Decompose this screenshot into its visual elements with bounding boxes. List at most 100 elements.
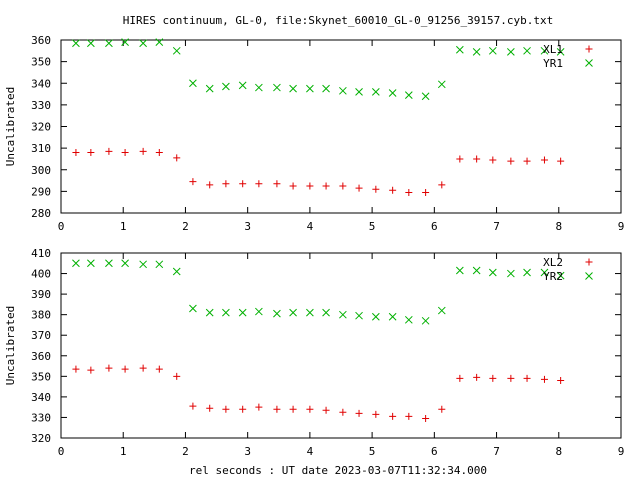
panel-1-yr1-point xyxy=(556,48,565,56)
panel-1-legend-marker-glyph xyxy=(585,45,593,53)
panel-2-yr2-point xyxy=(121,259,129,268)
panel-1-yr1-point xyxy=(507,48,515,56)
panel-2-y-tick-label: 380 xyxy=(31,309,51,322)
panel-1-yr1-point xyxy=(472,48,481,56)
panel-2-yr2-point xyxy=(155,260,164,269)
panel-2-y-tick-label: 410 xyxy=(31,247,51,260)
panel-1-xl1-point-glyph xyxy=(255,180,263,188)
panel-2-xl2-point-glyph xyxy=(322,406,330,414)
panel-1-xl1-point-glyph xyxy=(405,188,413,196)
panel-1-xl1-point-glyph xyxy=(557,157,565,165)
panel-1-y-tick-label: 310 xyxy=(31,142,51,155)
panel-2-xl2-point xyxy=(189,402,197,410)
panel-1-legend-marker-glyph xyxy=(585,59,593,67)
panel-2-yr2-point-glyph xyxy=(205,308,214,317)
panel-2-x-tick-label: 0 xyxy=(58,445,65,458)
panel-1-xl1-point xyxy=(507,157,515,165)
panel-2-y-axis-label: Uncalibrated xyxy=(4,306,17,385)
panel-2-xl2-point-glyph xyxy=(222,405,230,413)
panel-2-yr2-point-glyph xyxy=(355,311,363,320)
panel-2-x-tick-label: 8 xyxy=(555,445,562,458)
panel-2-yr2-point xyxy=(540,268,549,277)
panel-1-yr1-point-glyph xyxy=(507,48,515,56)
panel-2-yr2-point xyxy=(339,310,347,319)
panel-1-xl1-point-glyph xyxy=(189,178,197,186)
panel-2-yr2-point xyxy=(172,267,181,276)
panel-1-yr1-point xyxy=(205,84,214,93)
panel-2-y-tick-label: 340 xyxy=(31,391,51,404)
panel-1-xl1-point-glyph xyxy=(322,182,330,190)
panel-1-yr1-point-glyph xyxy=(189,79,197,88)
panel-2-xl2-point xyxy=(355,409,363,417)
chart-title: HIRES continuum, GL-0, file:Skynet_60010… xyxy=(123,14,553,27)
panel-1-yr1-point-glyph xyxy=(172,46,181,55)
panel-2-yr2-point xyxy=(273,309,281,318)
panel-2-xl2-point-glyph xyxy=(306,405,314,413)
panel-1-xl1-point xyxy=(206,181,214,189)
panel-2-yr2-point xyxy=(189,304,197,313)
panel-1-xl1-point xyxy=(139,147,147,155)
panel-2-xl2-point-glyph xyxy=(389,412,397,420)
panel-2-xl2-point xyxy=(239,405,247,413)
panel-1-yr1-point-glyph xyxy=(455,45,464,54)
panel-1-yr1-point-glyph xyxy=(105,39,113,48)
panel-1-yr1-point-glyph xyxy=(72,39,80,48)
panel-2-yr2-point-glyph xyxy=(455,266,464,275)
panel-1-yr1-point-glyph xyxy=(421,92,430,101)
panel-2-x-tick-label: 3 xyxy=(244,445,251,458)
panel-1-yr1-point xyxy=(355,88,363,96)
panel-2-yr2-point xyxy=(472,266,481,275)
panel-2-xl2-point xyxy=(372,410,380,418)
panel-2-yr2-point-glyph xyxy=(388,312,397,321)
panel-2-xl2-point xyxy=(456,374,464,382)
panel-1-xl1-point-glyph xyxy=(155,148,163,156)
panel-2-xl2-point-glyph xyxy=(206,404,214,412)
panel-2-yr2-point-glyph xyxy=(437,306,446,315)
panel-1-xl1-point-glyph xyxy=(206,181,214,189)
panel-1-yr1-point xyxy=(121,38,129,47)
panel-1-xl1-point xyxy=(557,157,565,165)
panel-2-xl2-point-glyph xyxy=(540,375,548,383)
panel-1-yr1-point xyxy=(523,46,531,55)
panel-1-xl1-point-glyph xyxy=(222,180,230,188)
panel-1-yr1-point xyxy=(437,80,446,89)
panel-2-yr2-point-glyph xyxy=(371,312,380,321)
panel-1-xl1-point-glyph xyxy=(355,184,363,192)
panel-1-xl1-point xyxy=(523,157,531,165)
panel-2-yr2-point-glyph xyxy=(273,309,281,318)
panel-2-yr2-point xyxy=(105,259,113,268)
panel-2-legend-marker-glyph xyxy=(585,272,593,280)
panel-2-x-tick-label: 4 xyxy=(307,445,314,458)
panel-2-xl2-point xyxy=(389,412,397,420)
panel-2-xl2-point xyxy=(489,374,497,382)
panel-2-xl2-point xyxy=(255,403,263,411)
panel-2-xl2-point xyxy=(438,405,446,413)
panel-2-yr2-point-glyph xyxy=(421,316,430,325)
panel-2-xl2-point-glyph xyxy=(507,374,515,382)
panel-2-yr2-point xyxy=(371,312,380,321)
panel-2-yr2-point-glyph xyxy=(238,308,247,317)
panel-2-xl2-point-glyph xyxy=(173,372,181,380)
panel-2-yr2-point xyxy=(421,316,430,325)
panel-1-yr1-point xyxy=(139,39,147,48)
panel-2-xl2-point xyxy=(87,366,95,374)
panel-2-yr2-point xyxy=(556,271,565,280)
panel-2-yr2-point-glyph xyxy=(189,304,197,313)
panel-1-yr1-point-glyph xyxy=(273,83,281,92)
panel-1-xl1-point-glyph xyxy=(540,156,548,164)
panel-1-x-tick-label: 6 xyxy=(431,220,438,233)
panel-1-xl1-point-glyph xyxy=(339,182,347,190)
panel-1-xl1-point xyxy=(456,155,464,163)
panel-1-xl1-point xyxy=(372,185,380,193)
panel-1-yr1-point-glyph xyxy=(355,88,363,96)
panel-1-y-axis-label: Uncalibrated xyxy=(4,87,17,166)
panel-1-xl1-point xyxy=(189,178,197,186)
panel-1-yr1-point-glyph xyxy=(556,48,565,56)
panel-2-yr2-point xyxy=(488,268,497,277)
panel-1-yr1-point xyxy=(289,84,297,93)
panel-1-yr1-point xyxy=(540,46,549,55)
panel-1-yr1-point xyxy=(87,39,95,48)
panel-2-yr2-point xyxy=(238,308,247,317)
panel-2-xl2-point xyxy=(473,373,481,381)
panel-2-xl2-point-glyph xyxy=(105,364,113,372)
